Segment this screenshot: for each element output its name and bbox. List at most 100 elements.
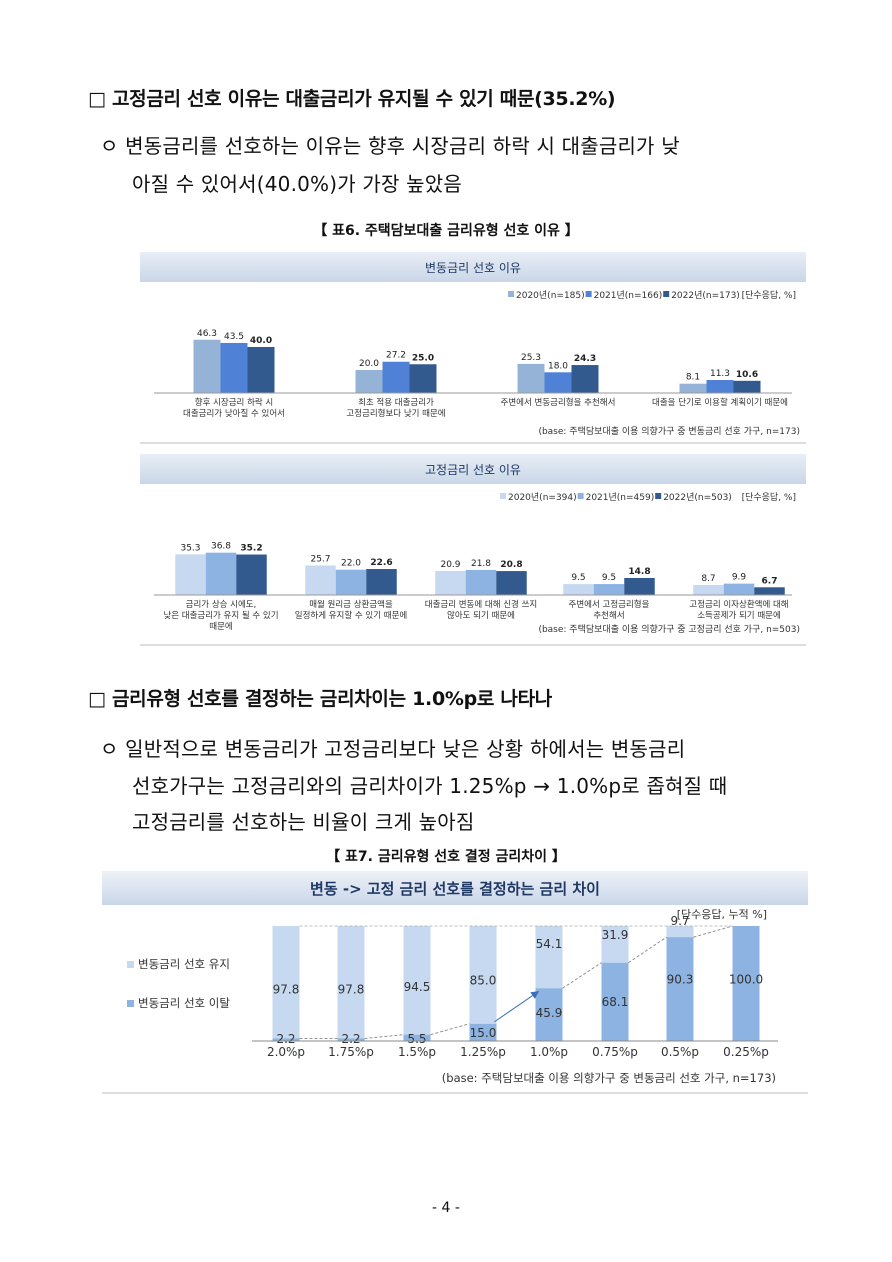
data-label: 97.8 [338,982,365,996]
bar [335,569,367,595]
base-note: (base: 주택담보대출 이용 의향가구 중 고정금리 선호 가구, n=50… [538,623,800,635]
bar [723,583,755,595]
unit-note: [단수응답, 누적 %] [677,908,767,921]
data-label: 43.5 [224,332,244,342]
bar [193,339,221,393]
legend-label: 2021년(n=166) [594,290,663,301]
section1-heading: □ 고정금리 선호 이유는 대출금리가 유지될 수 있기 때문(35.2%) [88,88,616,110]
bar-segment-keep [535,926,563,989]
legend-label: 2022년(n=173) [671,290,740,301]
bar [382,361,410,393]
bar [175,554,206,595]
data-label: 9.5 [602,573,616,583]
bar [435,570,466,595]
data-label: 100.0 [729,973,763,987]
connector-line [430,1023,470,1036]
bar [220,342,248,393]
legend-swatch [585,291,592,297]
section2-bullet-line3: 고정금리를 선호하는 비율이 크게 높아짐 [132,810,475,834]
data-label: 25.0 [412,353,434,363]
data-label: 40.0 [250,336,272,346]
trend-arrow [494,991,540,1023]
data-label: 18.0 [548,361,568,371]
bar-segment-leave [535,988,563,1041]
unit-note: [단수응답, %] [742,289,796,301]
legend-swatch [127,961,134,968]
bar-segment-keep [601,926,629,963]
section1-bullet-line2: 아질 수 있어서(40.0%)가 가장 높았음 [132,172,462,196]
bar [693,584,724,595]
bar [754,587,785,595]
legend-swatch [127,1000,134,1007]
bar [706,380,734,393]
bar-segment-leave [272,1038,300,1041]
chart-title: 변동금리 선호 이유 [425,261,521,275]
data-label: 22.0 [341,559,361,569]
bar [571,365,599,393]
chart-title: 고정금리 선호 이유 [425,463,521,477]
data-label: 14.8 [628,567,650,577]
bar [247,347,275,393]
category-label: 2.0%p [267,1045,305,1059]
bar [679,383,707,393]
bar [366,569,397,595]
section2-heading: □ 금리유형 선호를 결정하는 금리차이는 1.0%p로 나타나 [88,688,552,710]
legend-label: 2020년(n=185) [516,290,585,301]
data-label: 11.3 [710,369,730,379]
legend-swatch [663,291,670,297]
category-label: 주변에서 변동금리형을 추천해서 [501,397,616,408]
base-note: (base: 주택담보대출 이용 의향가구 중 변동금리 선호 가구, n=17… [538,425,800,437]
data-label: 97.8 [273,982,300,996]
bar [236,554,267,595]
connector-line [693,925,733,938]
legend-swatch [655,493,662,499]
category-label: 최초 적용 대출금리가 [358,397,434,408]
section2-bullet-line2: 선호가구는 고정금리와의 금리차이가 1.25%p → 1.0%p로 좁혀질 때 [132,774,728,798]
data-label: 54.1 [536,937,563,951]
category-label: 1.5%p [398,1045,436,1059]
data-label: 25.3 [521,353,541,363]
category-label: 소득공제가 되기 때문에 [697,610,781,621]
data-label: 22.6 [370,558,392,568]
legend-label: 2021년(n=459) [586,492,655,503]
connector-line [562,962,602,989]
data-label: 90.3 [667,973,694,987]
category-label: 낮은 대출금리가 유지 될 수 있기 [163,610,278,621]
section1-bullet-line1: ㅇ 변동금리를 선호하는 이유는 향후 시장금리 하락 시 대출금리가 낮 [100,134,680,158]
data-label: 45.9 [536,1006,563,1020]
legend-label: 2020년(n=394) [508,492,577,503]
data-label: 8.7 [701,574,715,584]
section2-bullet-line1: ㅇ 일반적으로 변동금리가 고정금리보다 낮은 상황 하에서는 변동금리 [100,737,686,761]
chart-variable-rate-reasons: 변동금리 선호 이유 2020년(n=185) 2021년(n=166) 2022년(… [140,252,806,444]
page-number: - 4 - [432,1200,460,1216]
data-label: 25.7 [310,554,330,564]
data-label: 94.5 [404,980,431,994]
bar-segment-keep [666,926,694,938]
chart-title: 변동 -> 고정 금리 선호를 결정하는 금리 차이 [310,880,600,898]
data-label: 2.2 [276,1032,295,1046]
data-label: 35.2 [240,544,262,554]
category-label: 0.75%p [592,1045,638,1059]
data-label: 35.3 [180,543,200,553]
data-label: 27.2 [386,351,406,361]
bar-segment-leave [666,937,694,1041]
data-label: 20.0 [359,359,379,369]
category-label: 대출을 단기로 이용할 계획이기 때문에 [652,397,788,408]
category-label: 고정금리형보다 낮기 때문에 [346,408,445,419]
bar-segment-leave [469,1023,497,1041]
category-label: 않아도 되기 때문에 [447,610,515,621]
category-label: 0.25%p [723,1045,769,1059]
data-label: 9.5 [571,573,585,583]
category-label: 때문에 [209,621,232,632]
bar [517,363,545,393]
bar-segment-keep [272,926,300,1039]
category-label: 1.75%p [328,1045,374,1059]
bar [355,370,383,393]
category-label: 1.0%p [530,1045,568,1059]
chart-title-band [140,454,806,484]
bar [593,584,625,595]
legend-swatch [500,493,506,499]
chart-rate-difference: 변동 -> 고정 금리 선호를 결정하는 금리 차이 [단수응답, 누적 %] 변동… [102,871,808,1094]
bar-segment-keep [337,926,365,1039]
data-label: 36.8 [211,542,231,552]
